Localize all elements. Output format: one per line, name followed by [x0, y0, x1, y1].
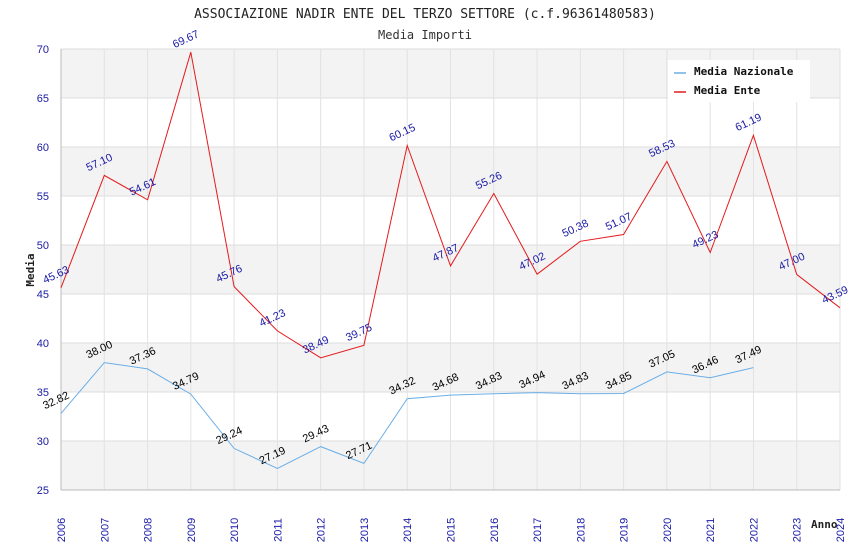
x-tick-label: 2006	[56, 518, 68, 542]
y-tick-label: 45	[37, 289, 49, 301]
x-tick-label: 2024	[835, 518, 847, 542]
chart-title: ASSOCIAZIONE NADIR ENTE DEL TERZO SETTOR…	[194, 7, 656, 22]
data-label: 69.67	[171, 28, 201, 51]
x-tick-label: 2014	[402, 518, 414, 542]
y-tick-label: 50	[37, 240, 49, 252]
x-tick-label: 2023	[792, 518, 804, 542]
x-tick-label: 2017	[532, 518, 544, 542]
x-tick-label: 2008	[143, 518, 155, 542]
x-tick-label: 2012	[316, 518, 328, 542]
y-tick-label: 60	[37, 142, 49, 154]
y-tick-label: 65	[37, 93, 49, 105]
y-axis-title: Media	[24, 253, 37, 286]
legend-label-ente: Media Ente	[694, 84, 761, 97]
x-tick-label: 2010	[229, 518, 241, 542]
x-tick-label: 2016	[489, 518, 501, 542]
series-line-1	[60, 52, 841, 359]
chart-subtitle: Media Importi	[378, 28, 472, 42]
x-tick-label: 2019	[619, 518, 631, 542]
x-tick-label: 2013	[359, 518, 371, 542]
x-tick-label: 2020	[662, 518, 674, 542]
y-tick-label: 30	[37, 436, 49, 448]
y-tick-label: 25	[37, 485, 49, 497]
series-line-0	[60, 362, 754, 470]
x-tick-label: 2018	[575, 518, 587, 542]
legend-box	[668, 60, 810, 102]
y-tick-label: 35	[37, 387, 49, 399]
x-tick-label: 2022	[748, 518, 760, 542]
series-lines	[60, 52, 841, 470]
y-tick-label: 55	[37, 191, 49, 203]
legend-label-nazionale: Media Nazionale	[694, 65, 794, 78]
y-tick-labels: 25 30 35 40 45 50 55 60 65 70	[37, 44, 49, 497]
axes	[60, 49, 840, 491]
x-tick-label: 2011	[272, 518, 284, 542]
x-tick-label: 2009	[186, 518, 198, 542]
x-tick-label: 2007	[99, 518, 111, 542]
y-tick-label: 40	[37, 338, 49, 350]
y-tick-label: 70	[37, 44, 49, 56]
x-tick-label: 2015	[446, 518, 458, 542]
x-tick-label: 2021	[705, 518, 717, 542]
x-tick-labels: 2006 2007 2008 2009 2010 2011 2012 2013 2014 2015…	[56, 518, 847, 542]
x-axis-title: Anno	[811, 518, 838, 531]
legend: Media Nazionale Media Ente	[668, 60, 810, 102]
